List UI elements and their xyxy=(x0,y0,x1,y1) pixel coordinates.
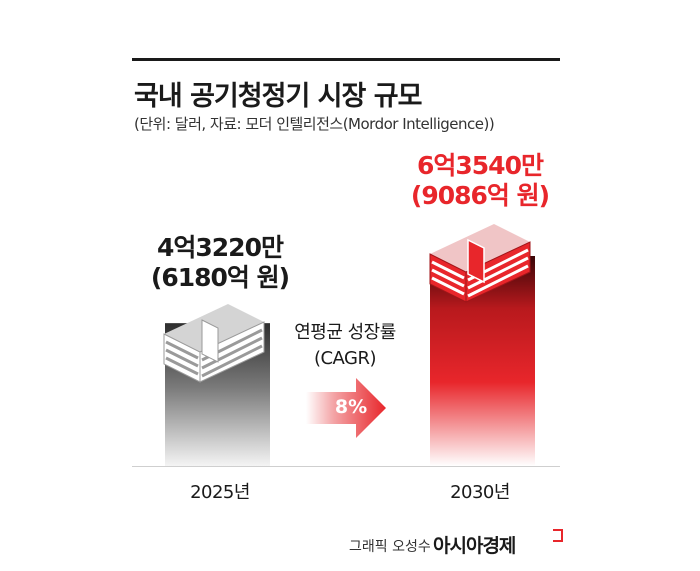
chart-baseline xyxy=(132,466,560,467)
cagr-label-line2: (CAGR) xyxy=(313,348,377,369)
chart-title: 국내 공기청정기 시장 규모 xyxy=(134,81,422,112)
cagr-label-line1: 연평균 성장률 xyxy=(294,322,396,343)
money-stack-icon xyxy=(429,224,531,303)
value-label-2025: 4억3220만 (6180억 원) xyxy=(150,233,290,293)
x-tick-label-2025: 2025년 xyxy=(190,482,250,503)
value-label-usd: 6억3540만 xyxy=(417,151,544,180)
graphic-credit: 그래픽 오성수 xyxy=(349,539,431,555)
money-stack-icon xyxy=(163,304,265,383)
cagr-value: 8% xyxy=(334,396,368,418)
value-label-krw: (9086억 원) xyxy=(410,181,550,210)
growth-arrow-icon xyxy=(306,378,386,438)
x-tick-label-2030: 2030년 xyxy=(450,482,510,503)
chart-subtitle: (단위: 달러, 자료: 모더 인텔리전스(Mordor Intelligenc… xyxy=(134,115,495,133)
cagr-label: 연평균 성장률 (CAGR) xyxy=(280,320,410,372)
publisher-logo: 아시아경제 xyxy=(433,535,516,557)
publisher-logo-mark-icon xyxy=(553,529,563,542)
title-rule xyxy=(132,58,560,61)
value-label-usd: 4억3220만 xyxy=(157,233,284,262)
value-label-2030: 6억3540만 (9086억 원) xyxy=(405,151,555,211)
value-label-krw: (6180억 원) xyxy=(150,263,290,292)
